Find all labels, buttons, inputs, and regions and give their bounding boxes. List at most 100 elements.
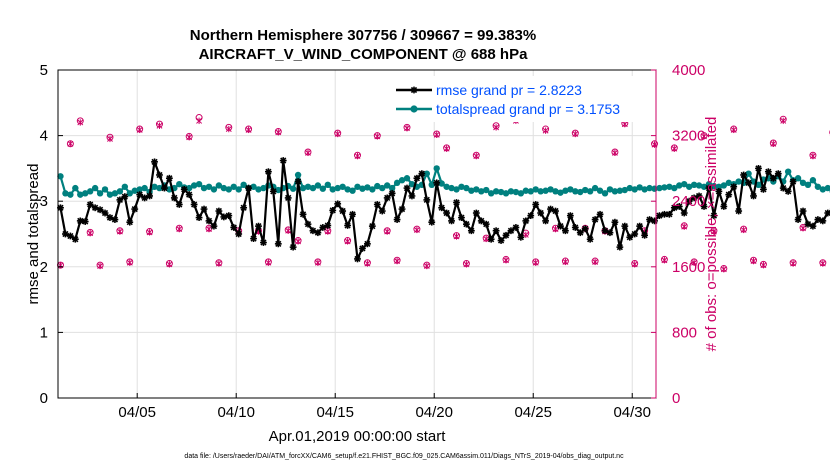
- rmse-point: [260, 239, 267, 246]
- spread-point: [562, 187, 569, 194]
- rmse-marker-stroke: [225, 212, 232, 219]
- obs-assimilated-point: [384, 228, 391, 235]
- rmse-marker-stroke: [176, 201, 183, 208]
- rmse-marker-stroke: [785, 188, 792, 195]
- rmse-point: [220, 213, 228, 221]
- obs-assimilated-point: [592, 258, 599, 266]
- obs-assimilated-point: [691, 259, 698, 266]
- rmse-marker-stroke: [364, 240, 371, 247]
- rmse-marker-stroke: [725, 191, 732, 198]
- rmse-marker-stroke: [195, 214, 203, 221]
- spread-point: [646, 184, 653, 192]
- spread-point: [408, 180, 416, 188]
- spread-point: [458, 183, 465, 190]
- rmse-point: [794, 216, 802, 223]
- rmse-point: [497, 237, 505, 244]
- rmse-marker-stroke: [146, 192, 153, 200]
- spread-point: [468, 187, 475, 194]
- rmse-marker-stroke: [760, 186, 767, 193]
- obs-assimilated-point: [423, 262, 430, 270]
- spread-point: [96, 190, 104, 197]
- obs-assimilated-point: [661, 257, 668, 264]
- obs-assimilated-point: [463, 261, 470, 268]
- legend-rmse-marker: [410, 86, 418, 94]
- rmse-point: [482, 220, 490, 228]
- rmse-marker-stroke: [646, 216, 653, 223]
- rmse-marker-stroke: [542, 217, 549, 224]
- obs-assimilated-point: [97, 262, 104, 270]
- spread-point: [794, 175, 802, 182]
- rmse-marker-stroke: [537, 209, 544, 217]
- obs-assimilated-point: [136, 126, 143, 134]
- rmse-marker-stroke: [126, 219, 133, 226]
- spread-point: [126, 190, 133, 197]
- spread-point: [492, 188, 500, 195]
- spread-point: [582, 186, 589, 194]
- rmse-marker-stroke: [507, 227, 515, 234]
- rmse-point: [329, 206, 337, 214]
- rmse-series: [57, 157, 830, 263]
- spread-point: [487, 190, 495, 197]
- rmse-point: [235, 230, 243, 238]
- rmse-point: [66, 232, 74, 240]
- rmse-marker-stroke: [641, 232, 648, 239]
- rmse-point: [710, 212, 718, 220]
- spread-point: [210, 186, 218, 193]
- spread-point: [636, 184, 643, 191]
- rmse-marker-stroke: [765, 168, 772, 175]
- spread-point: [67, 191, 74, 198]
- rmse-marker-stroke: [96, 206, 104, 213]
- rmse-point: [755, 165, 762, 172]
- y-left-tick-label: 5: [40, 62, 48, 79]
- rmse-point: [715, 187, 723, 195]
- rmse-marker-stroke: [191, 201, 198, 208]
- rmse-marker-stroke: [260, 239, 267, 246]
- y-left-tick-label: 2: [40, 259, 48, 276]
- spread-point: [824, 184, 830, 192]
- spread-point: [215, 182, 223, 189]
- rmse-point: [269, 187, 277, 195]
- rmse-marker-stroke: [250, 235, 257, 242]
- x-tick-label: 04/15: [316, 404, 354, 421]
- spread-point: [334, 184, 341, 192]
- rmse-point: [255, 222, 262, 230]
- rmse-marker-stroke: [280, 157, 287, 164]
- spread-point: [819, 186, 827, 193]
- spread-point: [532, 186, 539, 193]
- rmse-point: [289, 243, 297, 251]
- spread-point: [799, 179, 807, 187]
- spread-point: [116, 188, 124, 195]
- rmse-marker-stroke: [488, 236, 495, 243]
- rmse-marker-stroke: [750, 192, 757, 200]
- spread-point: [448, 184, 455, 192]
- rmse-marker-stroke: [131, 205, 138, 213]
- obs-assimilated-point: [176, 225, 183, 233]
- rmse-point: [809, 222, 817, 230]
- rmse-point: [814, 216, 822, 223]
- spread-point: [329, 186, 336, 193]
- rmse-point: [230, 224, 238, 231]
- spread-point: [715, 183, 723, 190]
- rmse-point: [611, 218, 619, 226]
- rmse-marker-stroke: [819, 217, 826, 224]
- spread-point: [478, 188, 485, 195]
- spread-point: [512, 188, 520, 196]
- rmse-marker-stroke: [483, 221, 490, 228]
- rmse-point: [502, 231, 510, 239]
- rmse-marker-stroke: [517, 234, 524, 241]
- spread-point: [666, 183, 673, 190]
- x-tick-label: 04/10: [217, 404, 255, 421]
- spread-point: [577, 188, 584, 196]
- legend-rmse-star: [410, 86, 418, 94]
- rmse-marker-stroke: [408, 192, 416, 200]
- y-right-tick-label: 4000: [672, 62, 705, 79]
- obs-assimilated-point: [146, 229, 153, 236]
- y-right-tick-label: 800: [672, 324, 697, 341]
- rmse-point: [700, 203, 708, 210]
- spread-point: [369, 186, 376, 193]
- spread-point: [403, 175, 411, 182]
- rmse-point: [433, 179, 441, 187]
- rmse-point: [180, 185, 188, 193]
- rmse-point: [225, 212, 233, 220]
- rmse-marker-stroke: [121, 193, 128, 200]
